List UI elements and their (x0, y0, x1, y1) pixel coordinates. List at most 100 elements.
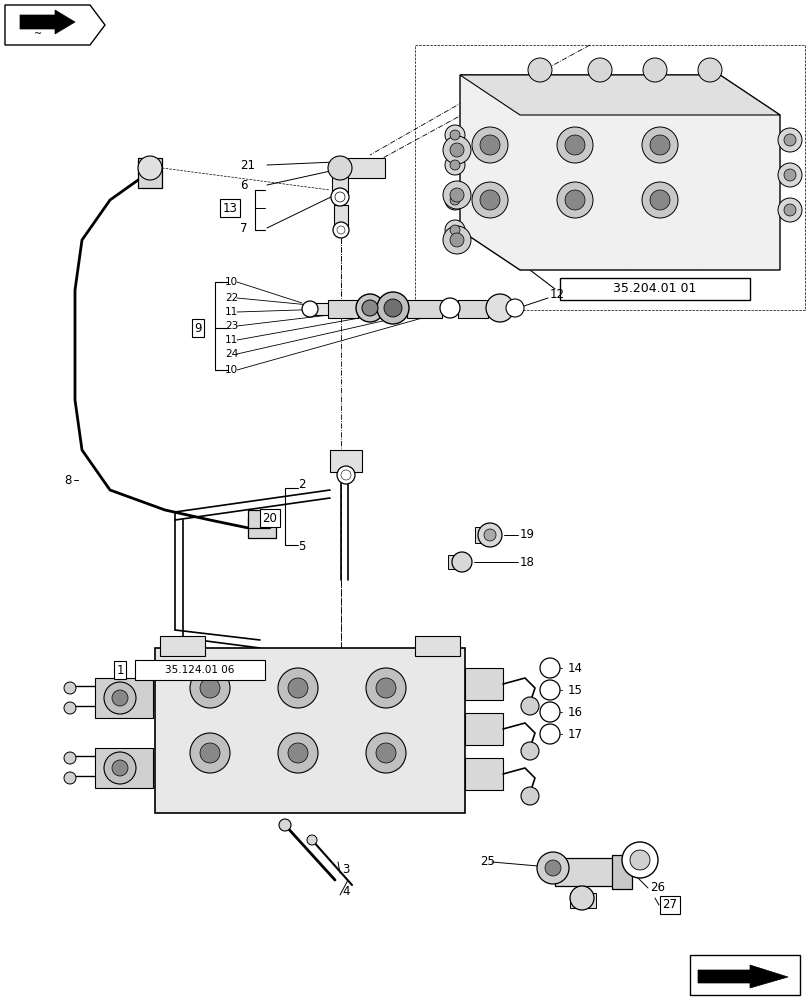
Circle shape (471, 127, 508, 163)
Circle shape (277, 733, 318, 773)
Circle shape (629, 850, 649, 870)
Circle shape (569, 886, 594, 910)
Circle shape (449, 225, 460, 235)
Circle shape (355, 294, 384, 322)
Circle shape (440, 298, 460, 318)
Circle shape (564, 135, 584, 155)
Bar (406, 300, 441, 318)
Text: 22: 22 (225, 293, 238, 303)
Polygon shape (460, 75, 779, 270)
Bar (465, 713, 502, 745)
Circle shape (104, 682, 135, 714)
Text: 9: 9 (194, 322, 201, 334)
Text: 4: 4 (341, 885, 349, 898)
Circle shape (443, 181, 470, 209)
Circle shape (288, 678, 307, 698)
Circle shape (783, 134, 795, 146)
Bar (611, 855, 631, 889)
Circle shape (328, 156, 351, 180)
Bar (554, 858, 614, 886)
Circle shape (64, 772, 76, 784)
Text: 2: 2 (298, 479, 305, 491)
Circle shape (521, 787, 539, 805)
Circle shape (777, 198, 801, 222)
Bar (247, 518, 276, 538)
Text: 35.204.01 01: 35.204.01 01 (612, 282, 696, 296)
Text: 21: 21 (240, 159, 255, 172)
Bar (247, 510, 270, 528)
Circle shape (341, 470, 350, 480)
Circle shape (384, 299, 401, 317)
Text: 16: 16 (568, 706, 582, 718)
Bar (493, 300, 500, 316)
Circle shape (375, 743, 396, 763)
Circle shape (443, 226, 470, 254)
Circle shape (478, 523, 501, 547)
Circle shape (544, 860, 560, 876)
Circle shape (362, 300, 378, 316)
Circle shape (539, 658, 560, 678)
Polygon shape (460, 75, 779, 115)
Circle shape (486, 294, 513, 322)
Circle shape (444, 155, 465, 175)
Bar (457, 300, 487, 318)
Circle shape (642, 58, 666, 82)
Text: 6: 6 (240, 179, 247, 192)
Text: 8: 8 (65, 474, 72, 487)
Circle shape (521, 742, 539, 760)
Bar (448, 555, 461, 569)
Circle shape (783, 169, 795, 181)
Circle shape (649, 190, 669, 210)
Circle shape (587, 58, 611, 82)
Circle shape (277, 668, 318, 708)
Circle shape (621, 842, 657, 878)
Circle shape (452, 552, 471, 572)
Text: 26: 26 (649, 881, 664, 894)
Bar (340, 158, 384, 178)
Circle shape (539, 702, 560, 722)
Text: 13: 13 (222, 202, 237, 215)
Circle shape (471, 182, 508, 218)
Circle shape (544, 729, 554, 739)
Text: 11: 11 (225, 335, 238, 345)
Circle shape (564, 190, 584, 210)
Circle shape (366, 668, 406, 708)
Circle shape (288, 743, 307, 763)
Circle shape (444, 190, 465, 210)
Circle shape (483, 529, 496, 541)
Circle shape (444, 220, 465, 240)
Circle shape (337, 226, 345, 234)
Circle shape (556, 182, 592, 218)
Text: 11: 11 (225, 307, 238, 317)
Bar (332, 168, 348, 193)
Polygon shape (20, 10, 75, 34)
Bar (689, 955, 799, 995)
Circle shape (642, 127, 677, 163)
Text: ~: ~ (34, 29, 42, 39)
Text: 24: 24 (225, 349, 238, 359)
Text: 10: 10 (225, 277, 238, 287)
Bar (328, 300, 358, 318)
Circle shape (505, 299, 523, 317)
Circle shape (307, 835, 316, 845)
Circle shape (649, 135, 669, 155)
Circle shape (333, 222, 349, 238)
Circle shape (190, 668, 230, 708)
Circle shape (337, 466, 354, 484)
Circle shape (449, 188, 463, 202)
Circle shape (697, 58, 721, 82)
Text: 27: 27 (662, 898, 676, 911)
Circle shape (302, 301, 318, 317)
Text: 15: 15 (568, 684, 582, 696)
Text: 5: 5 (298, 540, 305, 554)
Circle shape (539, 724, 560, 744)
Circle shape (449, 195, 460, 205)
Bar (160, 636, 204, 656)
Circle shape (777, 128, 801, 152)
Circle shape (64, 682, 76, 694)
Text: 17: 17 (568, 728, 582, 740)
Circle shape (335, 192, 345, 202)
Text: 18: 18 (519, 556, 534, 568)
Circle shape (279, 819, 290, 831)
Polygon shape (5, 5, 105, 45)
